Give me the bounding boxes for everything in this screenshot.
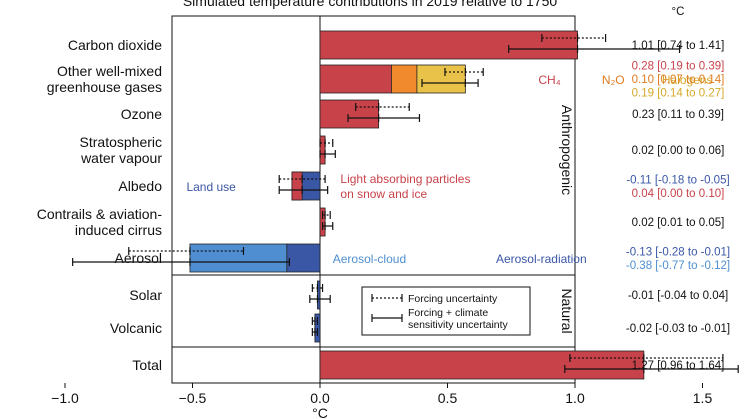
value-text-solar-1: -0.01 [-0.04 to 0.04] xyxy=(628,290,728,302)
value-column-unit: °C xyxy=(672,6,685,18)
category-label-contrails: Contrails & aviation- xyxy=(37,206,163,222)
chart-title: Simulated temperature contributions in 2… xyxy=(183,0,558,9)
group-label-natural: Natural xyxy=(559,288,575,333)
bar-segment-albedo-2 xyxy=(291,171,303,201)
segment-label-aerosol-2: Aerosol-radiation xyxy=(496,252,587,266)
bar-segment-other-ghg-2 xyxy=(390,64,418,94)
legend-label-total-uncertainty-2: sensitivity uncertainty xyxy=(408,319,509,331)
category-label-total: Total xyxy=(132,357,162,373)
group-label-anthropogenic: Anthropogenic xyxy=(559,105,575,195)
x-tick-label-2: −0.5 xyxy=(179,390,207,406)
value-text-albedo-1: -0.11 [-0.18 to -0.05] xyxy=(626,174,729,186)
category-label-solar: Solar xyxy=(129,287,162,303)
row-ozone: Ozone 0.23 [0.11 to 0.39] xyxy=(121,99,724,129)
segment-label-other-ghg-1: CH₄ xyxy=(538,73,560,87)
category-label-stratospheric-water-vapour: water vapour xyxy=(80,150,162,166)
bar-segment-aerosol-1 xyxy=(189,243,288,273)
bar-segment-other-ghg-3 xyxy=(416,64,466,94)
category-label-albedo: Albedo xyxy=(118,178,162,194)
value-text-volcanic-1: -0.02 [-0.03 to -0.01] xyxy=(626,323,730,335)
row-solar: Solar -0.01 [-0.04 to 0.04] xyxy=(129,280,728,310)
bar-segment-ozone-1 xyxy=(319,99,380,129)
value-text-carbon-dioxide-1: 1.01 [0.74 to 1.41] xyxy=(632,40,725,52)
legend-label-total-uncertainty-1: Forcing + climate xyxy=(408,307,488,319)
row-contrails: Contrails & aviation-induced cirrus 0.02 … xyxy=(37,206,725,238)
category-label-aerosol: Aerosol xyxy=(115,250,162,266)
row-volcanic: Volcanic -0.02 [-0.03 to -0.01] xyxy=(110,313,730,343)
segment-label-albedo-2: Light absorbing particles xyxy=(340,172,470,186)
row-total: Total 1.27 [0.96 to 1.64] xyxy=(132,350,739,380)
category-label-other-ghg: Other well-mixed xyxy=(57,63,162,79)
segment-label-other-ghg-2: N₂O xyxy=(602,73,625,87)
x-tick-label-6: 1.5 xyxy=(693,390,713,406)
category-label-stratospheric-water-vapour: Stratospheric xyxy=(80,134,162,150)
value-text-contrails-1: 0.02 [0.01 to 0.05] xyxy=(632,217,725,229)
legend-label-forcing-uncertainty: Forcing uncertainty xyxy=(408,293,498,305)
value-text-total-1: 1.27 [0.96 to 1.64] xyxy=(632,360,725,372)
category-label-ozone: Ozone xyxy=(121,106,162,122)
category-label-other-ghg: greenhouse gases xyxy=(47,79,162,95)
category-label-volcanic: Volcanic xyxy=(110,320,162,336)
row-albedo: Albedo Land use Light absorbing particleso… xyxy=(118,171,730,201)
value-text-ozone-1: 0.23 [0.11 to 0.39] xyxy=(632,109,724,121)
category-label-contrails: induced cirrus xyxy=(75,222,162,238)
plot-frame xyxy=(171,15,576,384)
x-tick-label-4: 0.5 xyxy=(438,390,458,406)
row-carbon-dioxide: Carbon dioxide 1.01 [0.74 to 1.41] xyxy=(68,30,725,60)
x-tick-label-5: 1.0 xyxy=(565,390,585,406)
chart-rows: Carbon dioxide 1.01 [0.74 to 1.41] Other w… xyxy=(37,30,739,380)
value-text-albedo-2: 0.04 [0.00 to 0.10] xyxy=(632,188,725,200)
value-text-stratospheric-water-vapour-1: 0.02 [0.00 to 0.06] xyxy=(632,145,725,157)
legend-box xyxy=(361,286,531,336)
segment-label-other-ghg-3: Halogens xyxy=(662,73,713,87)
value-text-other-ghg-3: 0.19 [0.14 to 0.27] xyxy=(632,88,725,100)
row-aerosol: Aerosol Aerosol-cloud Aerosol-radiation -0.… xyxy=(72,243,730,273)
x-tick-label-1: −1.0 xyxy=(51,390,79,406)
value-text-aerosol-2: -0.38 [-0.77 to -0.12] xyxy=(626,260,730,272)
bar-segment-carbon-dioxide-1 xyxy=(319,30,578,60)
bar-segment-aerosol-2 xyxy=(286,243,321,273)
segment-label-aerosol-1: Aerosol-cloud xyxy=(333,252,406,266)
segment-label-albedo-1: Land use xyxy=(186,180,236,194)
x-axis-label: °C xyxy=(312,405,328,419)
value-text-aerosol-1: -0.13 [-0.28 to -0.01] xyxy=(626,246,730,258)
bar-segment-stratospheric-water-vapour-1 xyxy=(319,135,326,165)
bar-segment-total-1 xyxy=(319,350,645,380)
bar-segment-other-ghg-1 xyxy=(319,64,392,94)
legend: Forcing uncertainty Forcing + climatesens… xyxy=(361,286,531,336)
value-text-other-ghg-1: 0.28 [0.19 to 0.39] xyxy=(632,61,725,73)
x-axis: −1.0−0.50.00.51.01.52.0 xyxy=(51,383,713,406)
x-tick-label-3: 0.0 xyxy=(310,390,330,406)
value-text-other-ghg-2: 0.10 [0.07 to 0.14] xyxy=(632,74,725,86)
category-label-carbon-dioxide: Carbon dioxide xyxy=(68,37,162,53)
segment-label-albedo-3: on snow and ice xyxy=(340,187,427,201)
